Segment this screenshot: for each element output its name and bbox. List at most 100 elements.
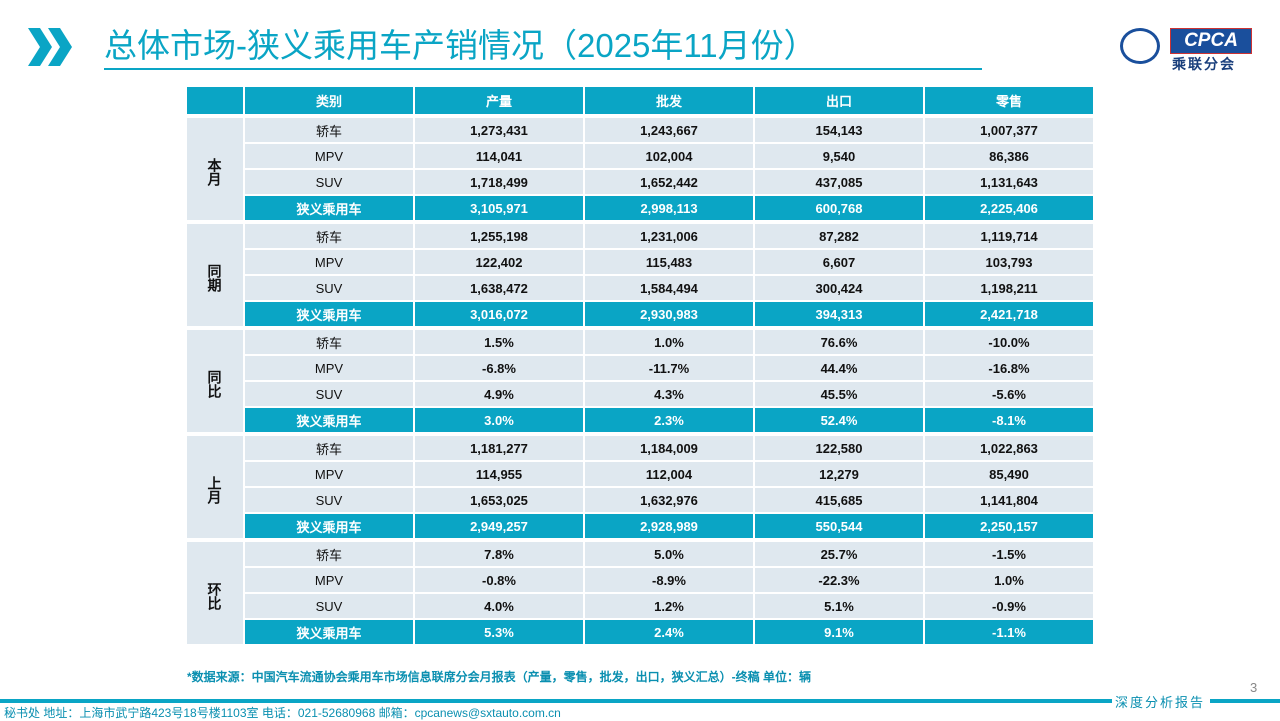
value-cell: 1,653,025 [415, 488, 585, 514]
value-cell: 600,768 [755, 196, 925, 224]
value-cell: 3.0% [415, 408, 585, 436]
value-cell: 76.6% [755, 330, 925, 356]
value-cell: 1,022,863 [925, 436, 1095, 462]
value-cell: 415,685 [755, 488, 925, 514]
value-cell: 1,255,198 [415, 224, 585, 250]
header-wholesale: 批发 [585, 87, 755, 118]
subtotal-row: 狭义乘用车 5.3% 2.4% 9.1% -1.1% [187, 620, 1095, 648]
category-cell: 狭义乘用车 [245, 302, 415, 330]
value-cell: 2,250,157 [925, 514, 1095, 542]
value-cell: 52.4% [755, 408, 925, 436]
value-cell: 2,421,718 [925, 302, 1095, 330]
category-cell: 轿车 [245, 542, 415, 568]
category-cell: 狭义乘用车 [245, 408, 415, 436]
value-cell: 87,282 [755, 224, 925, 250]
value-cell: -11.7% [585, 356, 755, 382]
header-category: 类别 [245, 87, 415, 118]
value-cell: 4.3% [585, 382, 755, 408]
group-label: 同比 [187, 330, 245, 436]
group-label: 环比 [187, 542, 245, 648]
value-cell: 44.4% [755, 356, 925, 382]
value-cell: 1,198,211 [925, 276, 1095, 302]
table-row: 本月 轿车 1,273,431 1,243,667 154,143 1,007,377 [187, 118, 1095, 224]
value-cell: 2,928,989 [585, 514, 755, 542]
value-cell: 550,544 [755, 514, 925, 542]
table-row: MPV -0.8% -8.9% -22.3% 1.0% [187, 568, 1095, 594]
value-cell: 4.0% [415, 594, 585, 620]
tagline: 深度分析报告 [1115, 695, 1206, 710]
value-cell: 7.8% [415, 542, 585, 568]
header-retail: 零售 [925, 87, 1095, 118]
category-cell: MPV [245, 250, 415, 276]
table-row: MPV 122,402 115,483 6,607 103,793 [187, 250, 1095, 276]
value-cell: 1,718,499 [415, 170, 585, 196]
category-cell: 轿车 [245, 330, 415, 356]
value-cell: -5.6% [925, 382, 1095, 408]
value-cell: 1,638,472 [415, 276, 585, 302]
category-cell: SUV [245, 276, 415, 302]
value-cell: 1,131,643 [925, 170, 1095, 196]
table-row: SUV 1,653,025 1,632,976 415,685 1,141,804 [187, 488, 1095, 514]
value-cell: 1.5% [415, 330, 585, 356]
value-cell: 5.1% [755, 594, 925, 620]
value-cell: 1,184,009 [585, 436, 755, 462]
value-cell: 2,949,257 [415, 514, 585, 542]
value-cell: 1.0% [925, 568, 1095, 594]
category-cell: MPV [245, 568, 415, 594]
table-row: SUV 4.0% 1.2% 5.1% -0.9% [187, 594, 1095, 620]
table-row: MPV 114,955 112,004 12,279 85,490 [187, 462, 1095, 488]
value-cell: 5.3% [415, 620, 585, 648]
table-row: 同比 轿车 1.5% 1.0% 76.6% -10.0% [187, 330, 1095, 436]
category-cell: SUV [245, 594, 415, 620]
value-cell: 86,386 [925, 144, 1095, 170]
footer-divider [0, 699, 1112, 703]
table-row: 环比 轿车 7.8% 5.0% 25.7% -1.5% [187, 542, 1095, 648]
value-cell: 5.0% [585, 542, 755, 568]
subtotal-row: 狭义乘用车 3.0% 2.3% 52.4% -8.1% [187, 408, 1095, 436]
category-cell: MPV [245, 462, 415, 488]
value-cell: 1,584,494 [585, 276, 755, 302]
header-row: 类别 产量 批发 出口 零售 [187, 87, 1095, 118]
value-cell: -1.5% [925, 542, 1095, 568]
value-cell: -8.1% [925, 408, 1095, 436]
value-cell: 85,490 [925, 462, 1095, 488]
value-cell: 4.9% [415, 382, 585, 408]
value-cell: 1.2% [585, 594, 755, 620]
category-cell: 轿车 [245, 224, 415, 250]
value-cell: -10.0% [925, 330, 1095, 356]
category-cell: 轿车 [245, 118, 415, 144]
value-cell: 115,483 [585, 250, 755, 276]
value-cell: 114,955 [415, 462, 585, 488]
value-cell: -0.8% [415, 568, 585, 594]
value-cell: 45.5% [755, 382, 925, 408]
value-cell: 12,279 [755, 462, 925, 488]
value-cell: 300,424 [755, 276, 925, 302]
table-row: MPV -6.8% -11.7% 44.4% -16.8% [187, 356, 1095, 382]
category-cell: 狭义乘用车 [245, 196, 415, 224]
header-export: 出口 [755, 87, 925, 118]
subtotal-row: 狭义乘用车 3,016,072 2,930,983 394,313 2,421,718 [187, 302, 1095, 330]
value-cell: 1,141,804 [925, 488, 1095, 514]
subtotal-row: 狭义乘用车 2,949,257 2,928,989 550,544 2,250,157 [187, 514, 1095, 542]
category-cell: MPV [245, 356, 415, 382]
group-label: 本月 [187, 118, 245, 224]
value-cell: 2,225,406 [925, 196, 1095, 224]
value-cell: 1,273,431 [415, 118, 585, 144]
table-row: MPV 114,041 102,004 9,540 86,386 [187, 144, 1095, 170]
value-cell: 1,243,667 [585, 118, 755, 144]
value-cell: 112,004 [585, 462, 755, 488]
value-cell: 102,004 [585, 144, 755, 170]
value-cell: 2,998,113 [585, 196, 755, 224]
value-cell: 122,580 [755, 436, 925, 462]
table-row: SUV 1,718,499 1,652,442 437,085 1,131,643 [187, 170, 1095, 196]
table-row: 同期 轿车 1,255,198 1,231,006 87,282 1,119,714 [187, 224, 1095, 330]
value-cell: -22.3% [755, 568, 925, 594]
cpca-logo: CPCA 乘联分会 [1112, 24, 1257, 74]
source-note: *数据来源：中国汽车流通协会乘用车市场信息联席分会月报表（产量，零售，批发，出口… [187, 670, 812, 684]
double-chevron-icon [28, 28, 72, 66]
value-cell: 6,607 [755, 250, 925, 276]
value-cell: -0.9% [925, 594, 1095, 620]
value-cell: 1,181,277 [415, 436, 585, 462]
group-label: 上月 [187, 436, 245, 542]
table-row: 上月 轿车 1,181,277 1,184,009 122,580 1,022,863 [187, 436, 1095, 542]
